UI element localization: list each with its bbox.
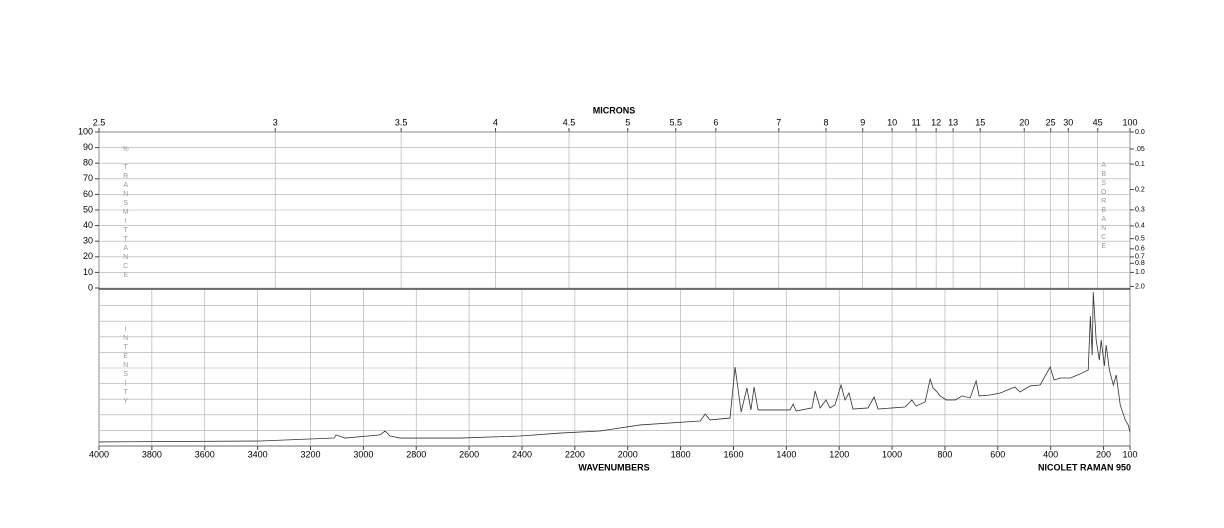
x-tick-label: 1200	[829, 449, 849, 459]
x2-tick-label: 4	[493, 117, 498, 127]
x-tick-label: 1600	[723, 449, 743, 459]
instrument-label: NICOLET RAMAN 950	[1038, 462, 1131, 472]
x-tick-label: 3400	[248, 449, 268, 459]
spectrum-line	[98, 292, 1131, 443]
y-tick-label: 100	[78, 126, 93, 136]
x2-tick-label: 5	[625, 117, 630, 127]
x2-tick-label: 2.5	[93, 117, 106, 127]
y2-tick-label: 0.0	[1135, 129, 1145, 136]
y-tick-label: 70	[83, 173, 93, 183]
x-tick-label: 3200	[300, 449, 320, 459]
x-tick-label: 3800	[142, 449, 162, 459]
y-tick-label: 20	[83, 251, 93, 261]
x-tick-label: 1400	[776, 449, 796, 459]
y-tick-label: 30	[83, 236, 93, 246]
x-axis-label: WAVENUMBERS	[578, 462, 649, 472]
x-tick-label: 3000	[353, 449, 373, 459]
x2-tick-label: 11	[911, 117, 920, 127]
x-tick-label: 2800	[406, 449, 426, 459]
x2-tick-label: 20	[1019, 117, 1029, 127]
x2-tick-label: 30	[1063, 117, 1073, 127]
y-tick-label: 90	[83, 142, 93, 152]
y2-tick-label: 0.2	[1135, 186, 1145, 193]
x-tick-label: 200	[1096, 449, 1111, 459]
x-tick-label: 2000	[618, 449, 638, 459]
y2-tick-label: 0.8	[1135, 260, 1145, 267]
y2-tick-label: 0.6	[1135, 246, 1145, 253]
y2-tick-label: 2.0	[1135, 283, 1145, 290]
x2-tick-label: 45	[1093, 117, 1103, 127]
y2-tick-label: 0.7	[1135, 254, 1145, 261]
x-tick-label: 600	[990, 449, 1005, 459]
x2-tick-label: 100	[1122, 117, 1137, 127]
y-tick-label: 0	[88, 282, 93, 292]
y2-tick-label: 0.4	[1135, 223, 1145, 230]
x-tick-label: 400	[1043, 449, 1058, 459]
x2-tick-label: 13	[948, 117, 958, 127]
x2-tick-label: 3.5	[395, 117, 408, 127]
x2-tick-label: 10	[887, 117, 897, 127]
x2-tick-label: 7	[776, 117, 781, 127]
x2-tick-label: 5.5	[670, 117, 683, 127]
y2-axis-label: ABSORBANCE	[1100, 162, 1107, 252]
x-tick-label: 1800	[671, 449, 691, 459]
y-axis-label: % TRANSMITTANCE	[122, 146, 129, 281]
y-tick-label: 60	[83, 189, 93, 199]
y2-tick-label: 0.3	[1135, 207, 1145, 214]
x-tick-label: 2600	[459, 449, 479, 459]
x2-tick-label: 8	[823, 117, 828, 127]
x-tick-label: 3600	[195, 449, 215, 459]
x2-tick-label: 6	[713, 117, 718, 127]
x-tick-label: 800	[937, 449, 952, 459]
x2-tick-label: 12	[931, 117, 941, 127]
x2-tick-label: 4.5	[563, 117, 576, 127]
y2-tick-label: 0.5	[1135, 236, 1145, 243]
x-tick-label: 4000	[89, 449, 109, 459]
x2-axis-label: MICRONS	[593, 105, 636, 115]
x-tick-label: 1000	[882, 449, 902, 459]
x-tick-label: 2400	[512, 449, 532, 459]
y2-tick-label: 0.1	[1135, 161, 1145, 168]
x2-tick-label: 25	[1046, 117, 1056, 127]
y-tick-label: 80	[83, 158, 93, 168]
intensity-label: INTENSITY	[122, 326, 129, 407]
x2-tick-label: 9	[860, 117, 865, 127]
y-tick-label: 10	[83, 267, 93, 277]
x-tick-label: 2200	[565, 449, 585, 459]
x-tick-label: 100	[1122, 449, 1137, 459]
y2-tick-label: 1.0	[1135, 269, 1145, 276]
y-tick-label: 50	[83, 204, 93, 214]
y-tick-label: 40	[83, 220, 93, 230]
x2-tick-label: 3	[273, 117, 278, 127]
x2-tick-label: 15	[975, 117, 985, 127]
y2-tick-label: .05	[1135, 146, 1145, 153]
